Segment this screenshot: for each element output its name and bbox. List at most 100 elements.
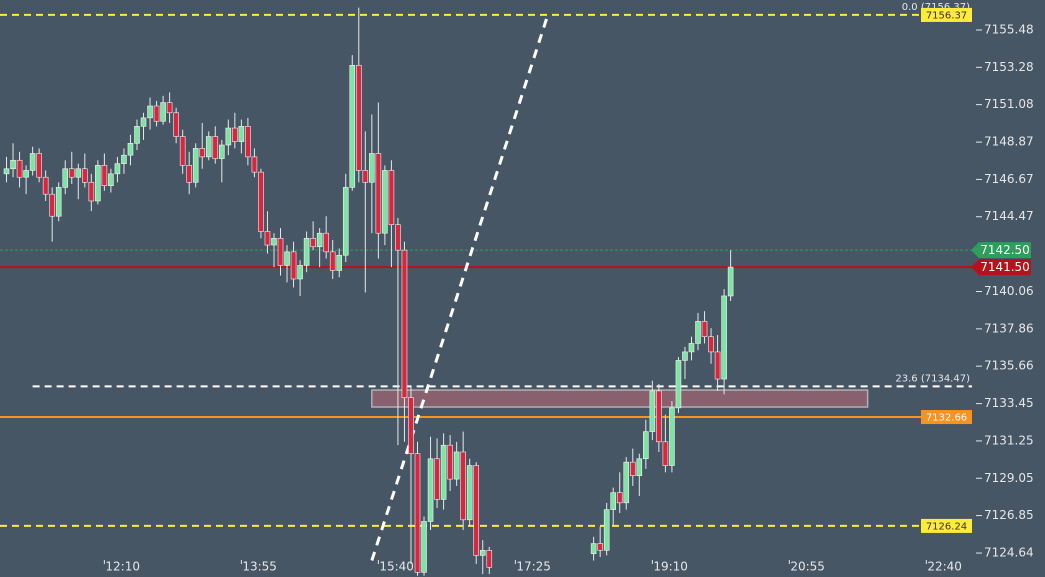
y-tick-label: 7155.48 [984,23,1034,37]
candle-body [695,321,701,344]
level-tag [921,410,972,425]
candle-body [382,170,388,234]
candle-body [127,143,134,156]
candle-body [388,170,395,226]
candle-body [284,251,290,266]
candle-body [323,232,329,253]
candle-body [669,407,675,466]
y-tick-label: 7137.86 [984,321,1034,335]
candle-body [466,465,473,521]
candle-body [603,509,610,551]
candle-body [714,351,721,380]
level-tag-label: 7156.37 [926,10,967,21]
candle-body [408,397,414,454]
candle-body [290,251,297,280]
candle-body [264,231,271,246]
candle-body [245,126,251,158]
candle-body [101,165,108,187]
candle-body [610,492,617,510]
candle-body [460,451,466,521]
candle-body [329,251,336,271]
candle-body [447,444,453,480]
candle-body [153,105,160,122]
candle-body [251,156,258,173]
candle-body [121,154,127,164]
price-tag-label: 7142.50 [980,243,1030,257]
candle-body [721,295,727,380]
price-tag [971,259,1031,276]
candle-body [336,254,343,271]
candle-body [486,550,493,568]
candle-body [303,237,310,266]
y-tick-label: 7131.25 [984,433,1034,447]
candle-body [186,165,192,183]
candle-body [297,265,303,280]
candle-body [225,127,232,146]
level-tag [921,7,972,22]
candle-body [395,224,401,251]
candle-body [199,148,206,158]
candle-body [473,465,480,556]
x-tick-label: 17:25 [516,560,551,574]
candle-body [271,237,277,246]
candle-body [727,266,734,297]
candle-body [23,170,29,178]
candle-body [623,461,630,504]
candle-body [656,390,662,443]
candle-body [36,153,42,178]
candle-body [440,444,447,500]
level-label: 23.6 (7134.47) [895,373,970,384]
candle-body [414,453,421,573]
candle-body [62,168,69,188]
level-tag-label: 7126.24 [926,521,967,532]
candle-body [68,168,75,178]
candle-body [3,168,10,175]
candle-body [147,105,153,119]
candle-body [310,237,316,248]
candle-body [701,321,708,337]
candle-body [258,171,264,232]
candle-body [421,521,427,573]
y-tick-label: 7146.67 [984,172,1034,186]
candle-body [427,458,434,522]
y-tick-label: 7148.87 [984,135,1034,149]
candle-body [140,117,147,127]
candle-body [349,64,356,188]
candle-body [662,441,669,466]
candle-body [362,170,369,183]
y-tick-label: 7124.64 [984,546,1034,560]
price-zone [371,389,869,408]
candle-body [636,458,643,477]
candle-body [649,390,656,432]
candle-body [675,360,682,409]
candle-body [42,176,49,195]
candle-body [173,112,179,137]
x-tick-label: 15:40 [379,560,414,574]
candle-body [134,126,140,144]
candle-body [10,159,16,170]
y-tick-label: 7133.45 [984,396,1034,410]
level-tag [921,518,972,533]
candle-body [75,168,82,178]
candle-body [453,451,460,480]
candle-body [682,351,688,361]
candle-body [232,127,238,142]
candle-body [160,102,166,122]
candle-body [688,343,695,353]
candle-body [277,237,284,266]
x-tick-label: 22:40 [927,560,962,574]
price-tag [971,242,1031,259]
y-tick-label: 7135.66 [984,359,1034,373]
y-tick-label: 7129.05 [984,471,1034,485]
candle-body [55,187,62,217]
level-tag-label: 7132.66 [926,413,967,424]
y-tick-label: 7144.47 [984,209,1034,223]
x-tick-label: 19:10 [653,560,688,574]
candle-body [95,165,101,202]
candle-body [434,458,440,500]
x-tick-label: 12:10 [105,560,140,574]
candle-body [375,153,382,234]
x-tick-label: 20:55 [790,560,825,574]
candle-body [238,126,245,142]
